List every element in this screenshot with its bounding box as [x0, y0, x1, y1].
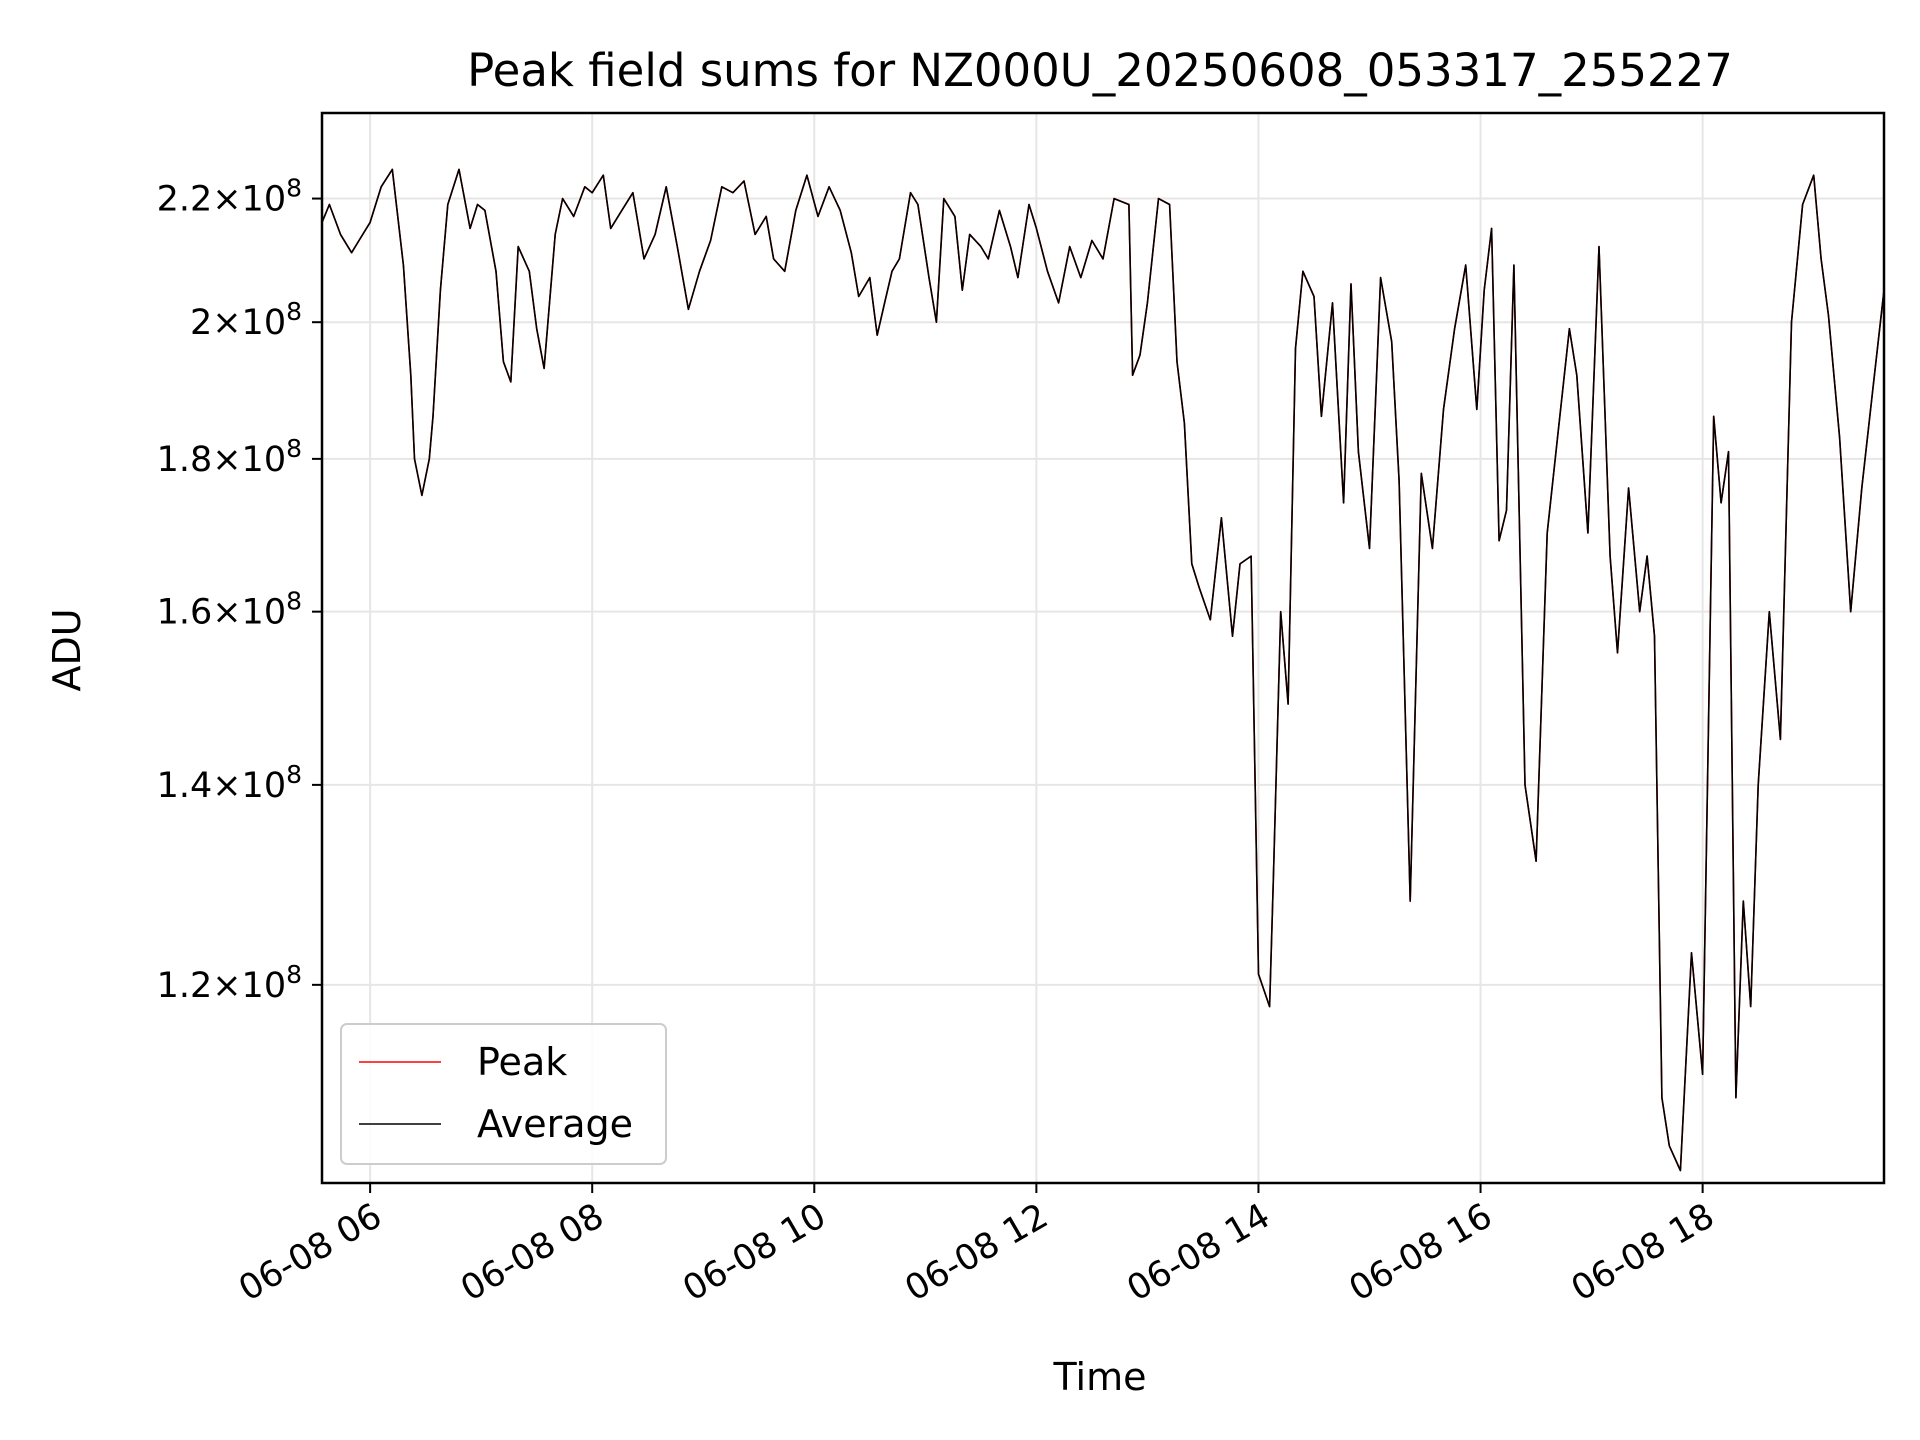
x-tick-label: 06-08 14 [1121, 1196, 1277, 1309]
series-line-average [321, 168, 1885, 1172]
y-tick-label: 2×108 [190, 297, 302, 343]
x-tick-label: 06-08 18 [1565, 1196, 1721, 1309]
y-tick-label: 1.8×108 [157, 434, 302, 480]
x-tick-label: 06-08 10 [676, 1196, 832, 1309]
y-tick-label: 2.2×108 [157, 174, 302, 220]
chart-title: Peak field sums for NZ000U_20250608_0533… [467, 44, 1733, 97]
x-tick-label: 06-08 08 [454, 1196, 610, 1309]
y-axis-ticks: 1.2×108 1.4×108 1.6×108 1.8×108 2×108 2.2×108 [157, 174, 322, 1006]
y-tick-label: 1.4×108 [157, 760, 302, 806]
plot-area-frame [320, 111, 1886, 1185]
series-group [321, 168, 1885, 1172]
y-tick-label: 1.2×108 [157, 960, 302, 1006]
x-tick-label: 06-08 12 [899, 1196, 1055, 1309]
legend-box [340, 1023, 667, 1165]
x-tick-label: 06-08 16 [1343, 1196, 1499, 1309]
y-axis-title: ADU [45, 608, 89, 691]
y-tick-label: 1.6×108 [157, 587, 302, 633]
legend-label-peak: Peak [477, 1040, 567, 1084]
grid [322, 113, 1884, 1183]
legend-label-average: Average [477, 1102, 633, 1146]
legend: Peak Average [340, 1023, 667, 1165]
series-line-peak [321, 168, 1885, 1172]
x-tick-label: 06-08 06 [232, 1196, 388, 1309]
x-axis-ticks: 06-08 06 06-08 08 06-08 10 06-08 12 06-08 14… [232, 1183, 1721, 1309]
x-axis-title: Time [1053, 1355, 1147, 1399]
